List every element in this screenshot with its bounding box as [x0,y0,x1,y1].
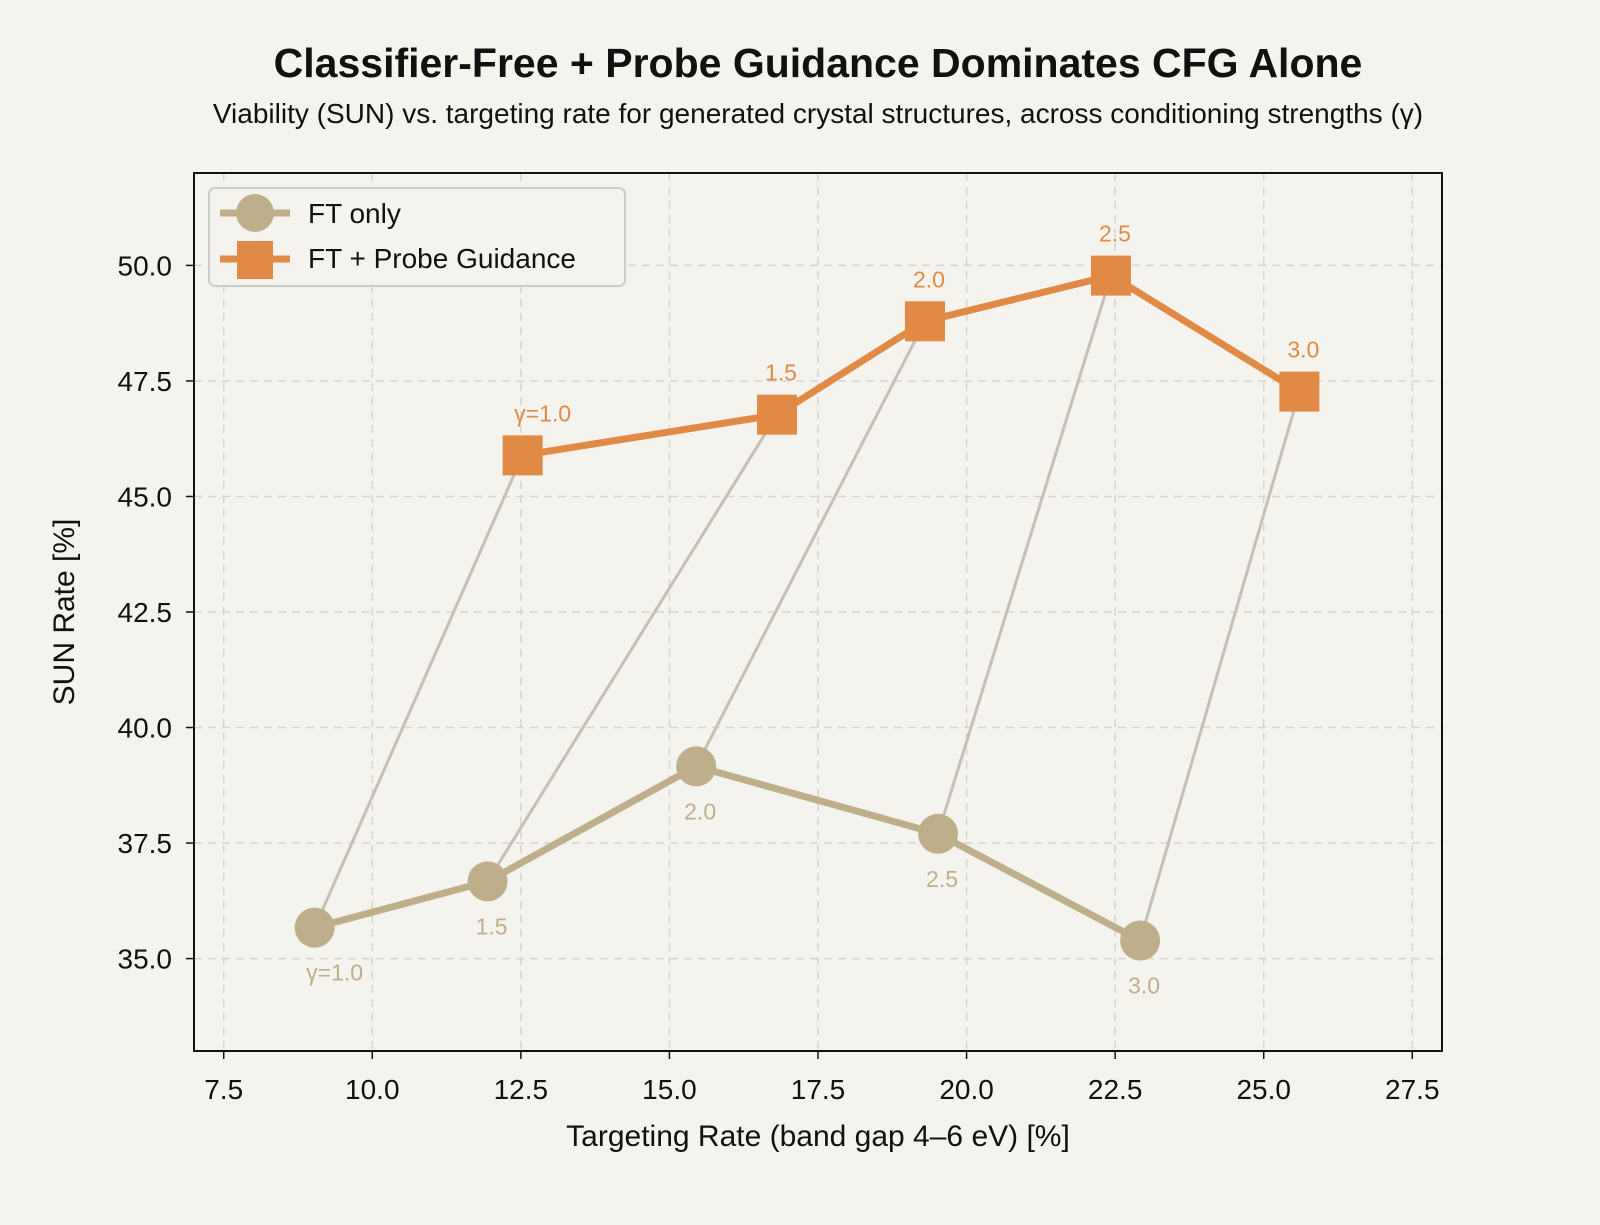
data-point-circle [294,907,335,948]
data-point-circle [1120,920,1161,961]
y-tick-label: 45.0 [118,481,173,512]
point-label: 2.5 [1099,221,1131,247]
data-point-square [904,301,945,342]
y-tick-label: 40.0 [118,713,173,744]
series-line-ft-only [313,762,1142,944]
data-point-circle [676,746,717,787]
data-point-square [1279,371,1320,412]
y-tick-label: 35.0 [118,944,173,975]
point-label: 2.5 [926,866,958,892]
x-tick-label: 17.5 [791,1074,846,1105]
y-tick-label: 42.5 [118,597,173,628]
point-label: 3.0 [1128,973,1160,999]
x-axis-label: Targeting Rate (band gap 4–6 eV) [%] [566,1120,1070,1153]
connector-line [936,275,1113,835]
x-tick-label: 15.0 [642,1074,697,1105]
x-tick-label: 25.0 [1236,1074,1291,1105]
point-label: γ=1.0 [306,960,363,986]
y-tick-label: 47.5 [118,366,173,397]
data-point-circle [918,813,959,854]
point-label: 1.5 [765,360,797,386]
legend-marker-square [237,241,273,279]
legend-label: FT only [308,198,401,229]
legend-box [208,187,626,287]
y-axis-label: SUN Rate [%] [48,519,81,706]
point-label: 3.0 [1287,337,1319,363]
y-tick-label: 50.0 [118,250,173,281]
y-tick-label: 37.5 [118,828,173,859]
x-tick-label: 12.5 [494,1074,549,1105]
data-point-circle [467,861,508,902]
legend-label: FT + Probe Guidance [308,243,576,274]
legend-marker-circle [236,194,274,232]
x-tick-label: 20.0 [939,1074,994,1105]
connector-line [1138,391,1301,941]
chart-title: Classifier-Free + Probe Guidance Dominat… [273,40,1363,86]
data-point-square [1090,255,1131,296]
data-point-square [756,394,797,435]
point-label: γ=1.0 [514,400,571,426]
x-tick-label: 22.5 [1088,1074,1143,1105]
point-label: 1.5 [476,913,508,939]
chart-subtitle: Viability (SUN) vs. targeting rate for g… [212,98,1424,129]
connector-line [486,413,779,883]
point-label: 2.0 [913,266,945,292]
data-point-square [502,435,543,476]
x-tick-label: 27.5 [1385,1074,1440,1105]
connector-line [694,320,927,768]
connector-line [313,454,525,929]
point-label: 2.0 [684,798,716,824]
plot-frame [193,172,1443,1052]
x-tick-label: 7.5 [204,1074,243,1105]
x-tick-label: 10.0 [345,1074,400,1105]
